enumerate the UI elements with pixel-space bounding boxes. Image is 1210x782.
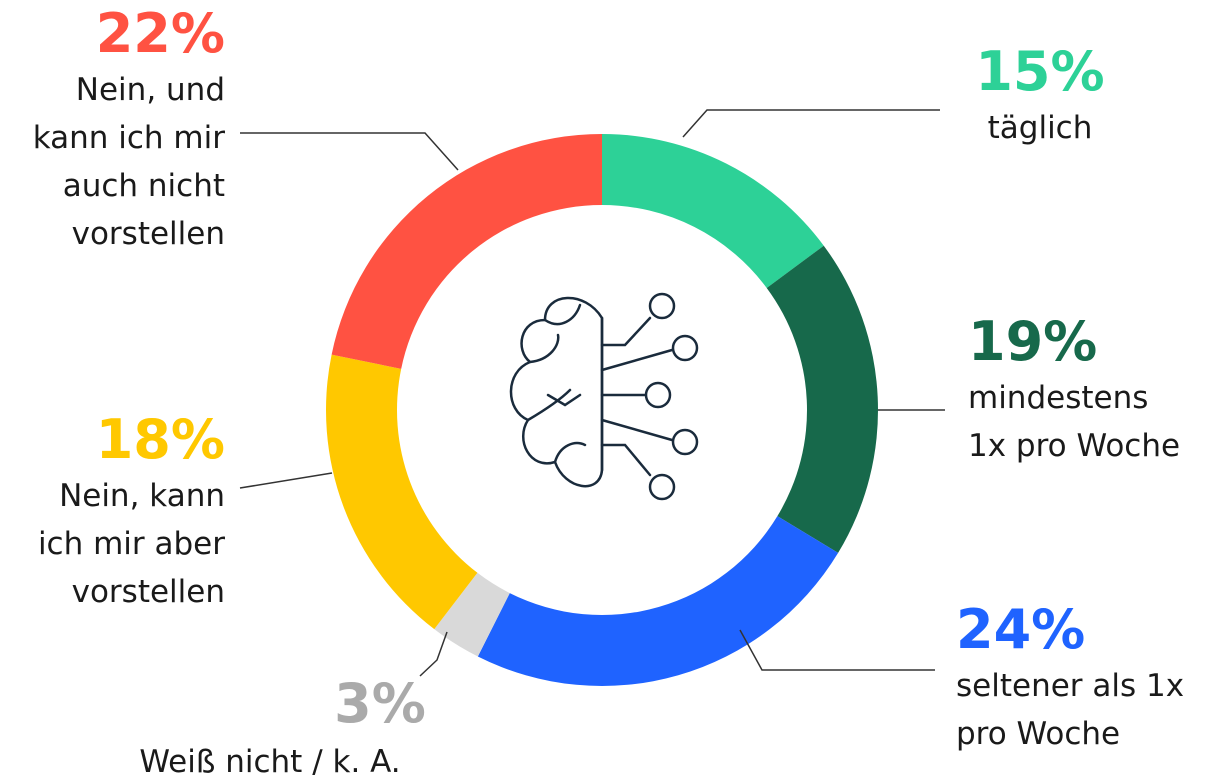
value-label: 3% xyxy=(334,672,426,735)
leader-line xyxy=(239,472,333,489)
label-group: 3% xyxy=(330,672,430,736)
value-label: 15% xyxy=(975,40,1105,103)
leader-line xyxy=(419,631,448,677)
category-label: Nein, kann ich mir aber vorstellen xyxy=(37,478,225,610)
donut-segment xyxy=(602,134,824,288)
leader-line xyxy=(739,629,935,671)
label-group: 15% täglich xyxy=(940,40,1140,152)
category-label: seltener als 1x pro Woche xyxy=(956,668,1185,752)
brain-icon xyxy=(509,292,699,501)
label-group: 18% Nein, kann ich mir aber vorstellen xyxy=(0,408,225,616)
leader-lines xyxy=(239,109,945,677)
leader-line xyxy=(682,109,940,138)
donut-segment xyxy=(325,354,478,630)
value-label: 18% xyxy=(95,408,225,471)
category-label: Weiß nicht / k. A. xyxy=(139,744,401,780)
category-label: Nein, und kann ich mir auch nicht vorste… xyxy=(32,72,225,252)
category-label: täglich xyxy=(987,110,1093,146)
donut-segment xyxy=(766,245,878,553)
label-group: 24% seltener als 1x pro Woche xyxy=(956,598,1210,758)
donut-segment xyxy=(331,134,602,369)
category-label: mindestens 1x pro Woche xyxy=(968,380,1181,464)
value-label: 22% xyxy=(95,2,225,65)
value-label: 19% xyxy=(968,310,1098,373)
value-label: 24% xyxy=(956,598,1086,661)
label-group: Weiß nicht / k. A. xyxy=(110,738,430,782)
label-group: 19% mindestens 1x pro Woche xyxy=(968,310,1208,470)
donut-segment xyxy=(477,516,839,686)
leader-line xyxy=(240,132,459,171)
label-group: 22% Nein, und kann ich mir auch nicht vo… xyxy=(0,2,225,258)
donut-segment xyxy=(434,572,510,657)
